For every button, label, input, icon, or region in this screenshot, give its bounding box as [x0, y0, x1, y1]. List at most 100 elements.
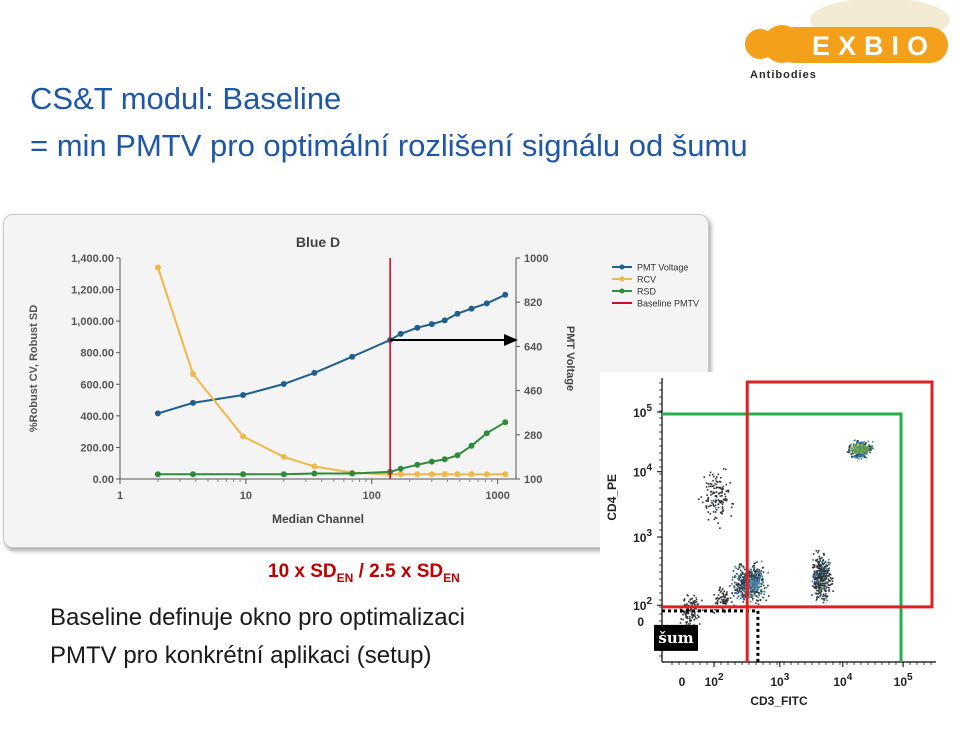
event-dot — [724, 493, 726, 495]
tick-base: 10 — [894, 675, 908, 689]
tick-exponent: 3 — [646, 528, 652, 539]
event-dot — [753, 566, 756, 569]
event-dot — [713, 612, 716, 614]
event-dot — [828, 575, 830, 577]
event-dot — [755, 579, 758, 582]
event-dot — [813, 564, 816, 567]
event-dot — [759, 576, 761, 579]
series-point-rsd — [240, 471, 247, 478]
event-dot — [828, 588, 831, 591]
event-dot — [819, 591, 822, 593]
event-dot — [818, 589, 821, 591]
event-dot — [689, 622, 691, 625]
tick-base: 10 — [705, 675, 719, 689]
legend-label: Baseline PMTV — [637, 299, 699, 309]
event-dot — [828, 563, 831, 566]
event-dot — [700, 496, 703, 498]
event-dot — [819, 559, 821, 562]
event-dot — [754, 586, 756, 589]
event-dot — [743, 568, 746, 571]
gate-green — [662, 412, 903, 662]
series-point-pmt-voltage — [428, 321, 435, 328]
event-dot — [815, 578, 818, 580]
event-dot — [717, 486, 719, 489]
event-dot — [820, 571, 823, 573]
left-tick-label: 1,200.00 — [71, 285, 114, 297]
event-dot — [826, 570, 828, 573]
event-dot — [715, 496, 718, 498]
event-dot — [739, 576, 742, 578]
event-dot — [712, 479, 714, 482]
left-tick-label: 800.00 — [80, 348, 114, 360]
event-dot — [871, 447, 873, 449]
event-dot — [729, 585, 731, 587]
event-dot — [820, 586, 822, 589]
series-point-pmt-voltage — [240, 392, 247, 398]
event-dot — [752, 580, 755, 582]
event-dot — [828, 573, 831, 575]
event-dot — [827, 568, 830, 570]
event-dot — [741, 573, 744, 575]
event-dot — [710, 504, 712, 507]
event-dot — [850, 453, 853, 455]
event-dot — [829, 580, 831, 582]
event-dot — [737, 585, 739, 588]
event-dot — [714, 511, 717, 513]
event-dot — [755, 578, 757, 580]
event-dot — [754, 590, 757, 593]
dot-x-tick-label: 102 — [705, 672, 724, 689]
event-dot — [713, 487, 715, 490]
event-dot — [744, 580, 747, 583]
event-dot — [738, 567, 741, 569]
event-dot — [822, 583, 825, 585]
event-dot — [825, 595, 827, 597]
event-dot — [751, 570, 753, 573]
right-tick-label: 460 — [524, 386, 542, 398]
event-dot — [817, 550, 820, 552]
event-dot — [741, 589, 744, 591]
event-dot — [822, 579, 824, 582]
event-dot — [812, 566, 814, 568]
event-dot — [715, 486, 718, 489]
series-point-pmt-voltage — [454, 310, 461, 317]
series-point-pmt-voltage — [311, 369, 318, 376]
sd-label-part1: 10 x SD — [268, 561, 337, 582]
event-dot — [698, 498, 700, 501]
event-dot — [722, 488, 725, 490]
event-dot — [691, 602, 693, 604]
event-dot — [703, 476, 706, 478]
event-dot — [813, 572, 816, 574]
event-dot — [717, 594, 720, 596]
series-point-rcv — [154, 264, 161, 271]
event-dot — [868, 444, 870, 446]
event-dot — [685, 615, 687, 618]
event-dot — [724, 499, 727, 501]
event-dot — [715, 483, 717, 486]
event-dot — [814, 587, 816, 589]
logo-text: EXBIO — [812, 31, 936, 61]
event-dot — [691, 614, 693, 616]
event-dot — [753, 589, 756, 591]
event-dot — [715, 495, 718, 497]
event-dot — [715, 602, 717, 604]
event-dot — [721, 592, 724, 595]
event-dot — [693, 623, 695, 626]
event-dot — [690, 598, 692, 600]
event-dot — [754, 572, 757, 574]
event-dot — [752, 589, 754, 592]
event-dot — [853, 443, 855, 445]
event-dot — [815, 559, 817, 562]
series-point-pmt-voltage — [483, 300, 490, 307]
event-dot — [744, 577, 746, 580]
event-dot — [694, 601, 697, 604]
event-dot — [716, 597, 718, 600]
event-dot — [749, 581, 752, 584]
event-dot — [701, 599, 703, 602]
event-dot — [755, 591, 757, 594]
series-point-rcv — [190, 371, 196, 377]
event-dot — [748, 580, 751, 582]
event-dot — [821, 570, 824, 572]
event-dot — [819, 565, 821, 567]
event-dot — [722, 485, 725, 488]
event-dot — [736, 592, 738, 595]
